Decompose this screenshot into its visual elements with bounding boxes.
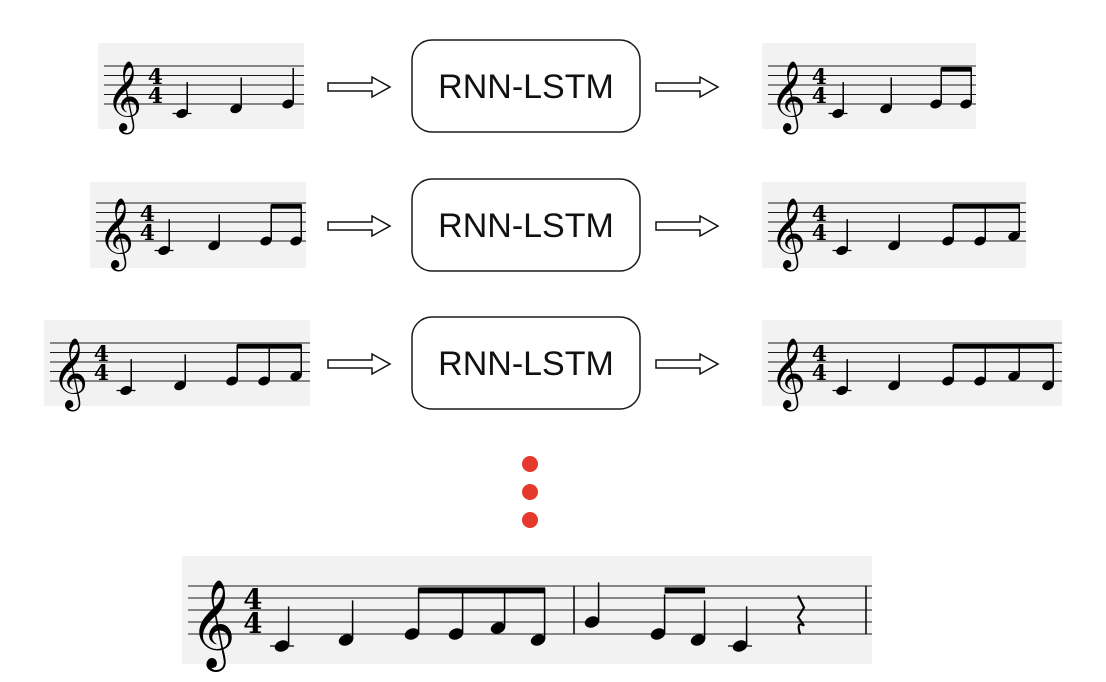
- time-signature-top: 4: [94, 341, 109, 367]
- row-1: 𝄞 44 RNN-LSTM 𝄞 44: [98, 39, 976, 134]
- output-staff-row-3: 𝄞 44: [762, 320, 1062, 411]
- row-2: 𝄞 44 RNN-LSTM 𝄞 44: [90, 178, 1026, 272]
- treble-clef-icon: 𝄞: [770, 61, 806, 134]
- note-head: [942, 376, 954, 386]
- input-staff-row-1: 𝄞 44: [98, 43, 304, 134]
- row-3: 𝄞 44 RNN-LSTM 𝄞 44: [44, 316, 1062, 411]
- model-box-row-1: [411, 39, 641, 133]
- continuation-dot: [522, 484, 538, 500]
- output-staff-row-2: 𝄞 44: [762, 182, 1026, 271]
- time-signature-top: 4: [148, 64, 163, 90]
- note-head: [260, 236, 272, 246]
- arrow-out-row-2: [655, 215, 719, 237]
- eighth-beam: [237, 343, 302, 349]
- note-head: [888, 241, 900, 251]
- note-head: [960, 99, 972, 109]
- note-head: [530, 634, 546, 646]
- note-head: [650, 628, 666, 640]
- time-signature-top: 4: [812, 341, 827, 367]
- arrow-in-row-1: [327, 76, 391, 98]
- note-head: [404, 628, 420, 640]
- treble-clef-icon: 𝄞: [770, 338, 806, 411]
- final-generated-staff: 𝄞 44: [182, 556, 872, 672]
- eighth-beam: [271, 203, 302, 209]
- note-head: [230, 104, 242, 114]
- staff-background: [98, 43, 304, 129]
- note-head: [1008, 371, 1020, 381]
- model-label-row-2: RNN-LSTM: [438, 207, 614, 245]
- time-signature-bottom: 4: [94, 360, 109, 386]
- treble-clef-icon: 𝄞: [770, 198, 806, 271]
- note-head: [490, 622, 506, 634]
- input-staff-row-2: 𝄞 44: [90, 182, 306, 271]
- note-head: [942, 236, 954, 246]
- staff-background: [762, 43, 976, 129]
- model-label-row-1: RNN-LSTM: [438, 68, 614, 106]
- time-signature-top: 4: [243, 583, 262, 616]
- model-box-row-2: [411, 178, 641, 272]
- note-head: [690, 634, 706, 646]
- note-head: [448, 628, 464, 640]
- arrow-in-row-2: [327, 215, 391, 237]
- arrow-in-row-3: [327, 353, 391, 375]
- note-head: [282, 99, 294, 109]
- staff-background: [90, 182, 306, 268]
- eighth-beam: [953, 203, 1020, 209]
- input-staff-row-3: 𝄞 44: [44, 320, 310, 411]
- time-signature-bottom: 4: [140, 220, 155, 246]
- note-head: [584, 616, 600, 628]
- eighth-beam: [941, 66, 972, 72]
- time-signature-bottom: 4: [812, 360, 827, 386]
- note-head: [258, 376, 270, 386]
- note-head: [880, 104, 892, 114]
- time-signature-bottom: 4: [243, 607, 262, 640]
- note-head: [338, 634, 354, 646]
- staff-background: [762, 182, 1026, 268]
- arrow-out-row-3: [655, 353, 719, 375]
- treble-clef-icon: 𝄞: [106, 61, 142, 134]
- eighth-beam: [953, 343, 1054, 349]
- note-head: [290, 371, 302, 381]
- note-head: [208, 241, 220, 251]
- note-head: [974, 376, 986, 386]
- time-signature-top: 4: [812, 64, 827, 90]
- note-head: [1042, 381, 1054, 391]
- output-staff-row-1: 𝄞 44: [762, 43, 976, 134]
- time-signature-bottom: 4: [148, 83, 163, 109]
- treble-clef-icon: 𝄞: [190, 580, 235, 672]
- treble-clef-icon: 𝄞: [52, 338, 88, 411]
- note-head: [290, 236, 302, 246]
- continuation-dot: [522, 456, 538, 472]
- treble-clef-icon: 𝄞: [98, 198, 134, 271]
- note-head: [930, 99, 942, 109]
- eighth-beam: [418, 587, 546, 594]
- note-head: [974, 236, 986, 246]
- arrow-out-row-1: [655, 76, 719, 98]
- note-head: [226, 376, 238, 386]
- eighth-beam: [664, 587, 706, 594]
- time-signature-bottom: 4: [812, 220, 827, 246]
- staff-background: [762, 320, 1062, 406]
- model-box-row-3: [411, 316, 641, 410]
- staff-background: [44, 320, 310, 406]
- quarter-rest-icon: [796, 595, 806, 635]
- model-label-row-3: RNN-LSTM: [438, 345, 614, 383]
- continuation-dot: [522, 512, 538, 528]
- time-signature-bottom: 4: [812, 83, 827, 109]
- note-head: [1008, 231, 1020, 241]
- time-signature-top: 4: [812, 201, 827, 227]
- note-head: [888, 381, 900, 391]
- note-head: [174, 381, 186, 391]
- continuation-dots: [522, 456, 538, 528]
- time-signature-top: 4: [140, 201, 155, 227]
